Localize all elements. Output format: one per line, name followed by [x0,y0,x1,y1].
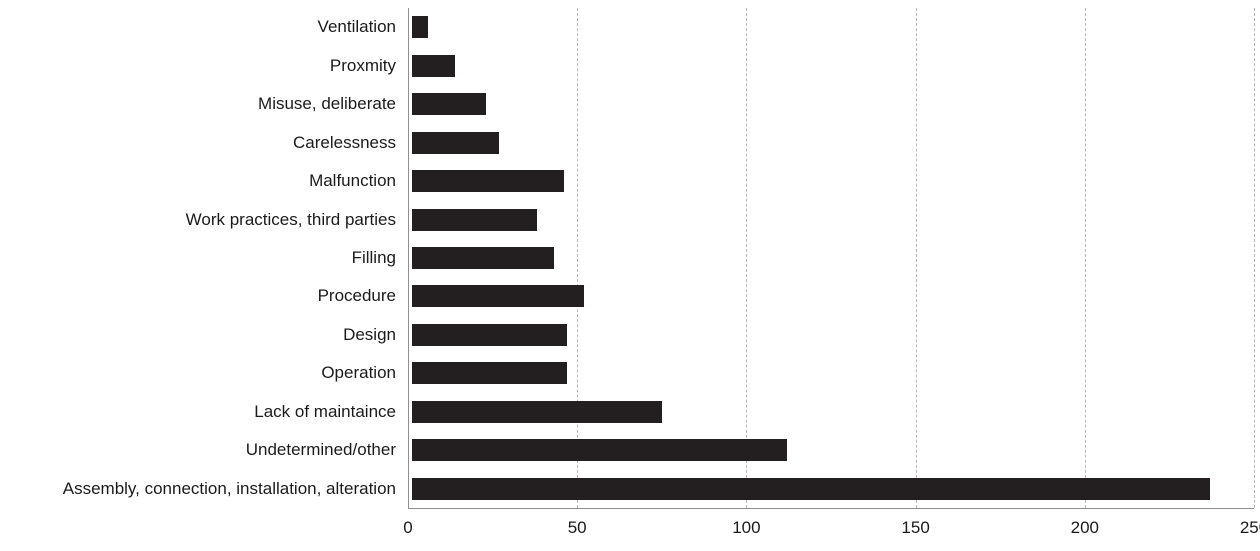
y-axis [408,8,409,508]
x-tick-label: 100 [732,518,760,538]
bar [412,362,567,384]
bar [412,439,787,461]
bar [412,401,662,423]
bar [412,55,455,77]
bar [412,247,554,269]
x-tick-label: 0 [403,518,412,538]
gridline [916,8,917,508]
x-axis [408,508,1254,509]
y-tick-label: Design [343,325,396,345]
y-tick-label: Undetermined/other [246,440,396,460]
y-tick-label: Ventilation [318,17,396,37]
x-tick-label: 150 [901,518,929,538]
x-tick-label: 200 [1071,518,1099,538]
bar [412,285,584,307]
y-tick-label: Operation [321,363,396,383]
bar [412,93,486,115]
x-tick-label: 50 [568,518,587,538]
gridline [1254,8,1255,508]
bar [412,324,567,346]
y-tick-label: Work practices, third parties [186,210,396,230]
x-tick-label: 250 [1240,518,1260,538]
y-tick-label: Proxmity [330,56,396,76]
y-tick-label: Malfunction [309,171,396,191]
y-tick-label: Misuse, deliberate [258,94,396,114]
bar [412,209,537,231]
bar [412,478,1210,500]
y-tick-label: Carelessness [293,133,396,153]
bar [412,132,499,154]
gridline [1085,8,1086,508]
bar [412,170,564,192]
y-tick-label: Procedure [318,286,396,306]
y-tick-label: Filling [352,248,396,268]
gridline [746,8,747,508]
y-tick-label: Assembly, connection, installation, alte… [63,479,396,499]
y-tick-label: Lack of maintaince [254,402,396,422]
causes-bar-chart: 0 50 100 150 200 250 Ventilation Proxmity Misuse… [0,0,1260,551]
bar [412,16,428,38]
gridline [577,8,578,508]
